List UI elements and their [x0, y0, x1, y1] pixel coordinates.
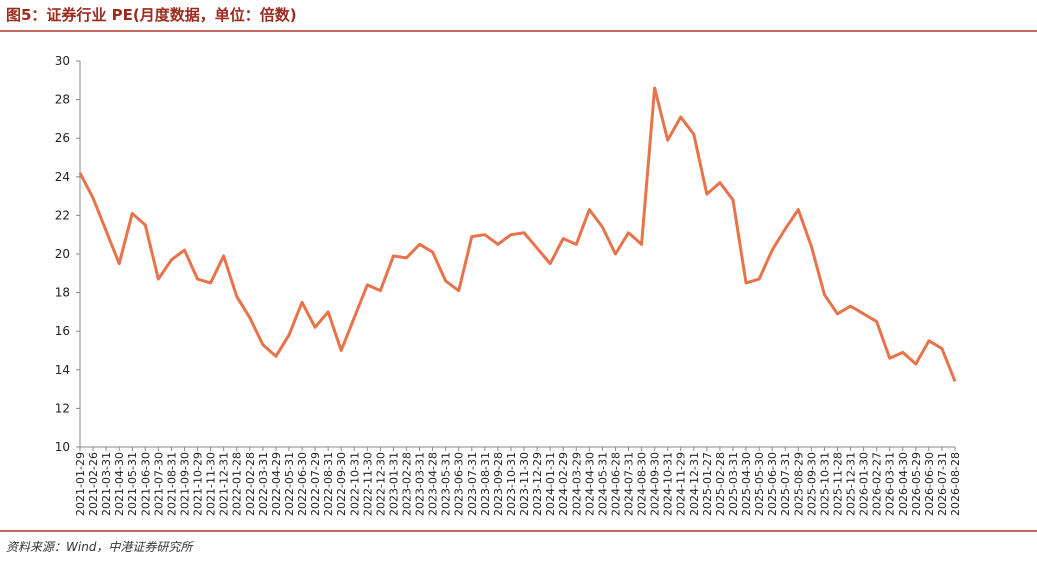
x-tick-label: 2021-09-30: [178, 452, 191, 516]
x-tick-label: 2022-06-30: [296, 452, 309, 516]
x-tick-label: 2023-10-31: [505, 452, 518, 516]
x-tick-label: 2021-01-29: [74, 452, 87, 516]
x-tick-label: 2025-02-28: [714, 452, 727, 516]
x-tick-label: 2024-03-29: [570, 452, 583, 516]
x-tick-label: 2023-04-28: [427, 452, 440, 516]
y-tick-label: 30: [55, 54, 70, 68]
x-tick-label: 2022-12-30: [374, 452, 387, 516]
x-tick-label: 2026-08-28: [949, 452, 962, 516]
x-tick-label: 2021-05-31: [126, 452, 139, 516]
y-tick-label: 12: [55, 401, 70, 415]
x-tick-label: 2026-01-30: [858, 452, 871, 516]
x-tick-label: 2022-08-31: [322, 452, 335, 516]
x-tick-label: 2026-04-30: [897, 452, 910, 516]
x-tick-label: 2024-12-31: [688, 452, 701, 516]
x-tick-label: 2021-03-31: [100, 452, 113, 516]
x-tick-label: 2025-08-29: [792, 452, 805, 516]
x-tick-label: 2026-06-30: [923, 452, 936, 516]
x-tick-label: 2023-05-31: [440, 452, 453, 516]
x-tick-label: 2023-01-31: [387, 452, 400, 516]
x-tick-label: 2023-09-28: [492, 452, 505, 516]
x-tick-label: 2025-12-31: [845, 452, 858, 516]
x-tick-label: 2022-07-29: [309, 452, 322, 516]
x-tick-label: 2025-05-30: [753, 452, 766, 516]
x-tick-label: 2022-02-28: [244, 452, 257, 516]
x-tick-label: 2022-01-28: [231, 452, 244, 516]
x-tick-label: 2023-02-28: [400, 452, 413, 516]
x-tick-label: 2025-01-27: [701, 452, 714, 516]
x-tick-label: 2024-07-31: [623, 452, 636, 516]
x-tick-label: 2024-02-29: [557, 452, 570, 516]
x-tick-label: 2025-07-31: [779, 452, 792, 516]
x-tick-label: 2026-02-27: [871, 452, 884, 516]
x-tick-label: 2021-02-26: [87, 452, 100, 516]
x-tick-label: 2025-09-30: [805, 452, 818, 516]
x-tick-label: 2023-07-31: [466, 452, 479, 516]
x-tick-label: 2021-06-30: [139, 452, 152, 516]
x-tick-label: 2026-05-29: [910, 452, 923, 516]
x-tick-label: 2025-11-28: [831, 452, 844, 516]
x-tick-label: 2023-11-30: [518, 452, 531, 516]
chart-title: 图5：证券行业 PE(月度数据，单位：倍数): [6, 6, 297, 24]
y-tick-label: 16: [55, 324, 70, 338]
x-tick-label: 2024-08-30: [636, 452, 649, 516]
source-note: 资料来源：Wind，中港证券研究所: [6, 540, 194, 554]
x-tick-label: 2024-05-31: [596, 452, 609, 516]
y-tick-label: 26: [55, 131, 70, 145]
x-tick-label: 2026-03-31: [884, 452, 897, 516]
x-tick-label: 2023-03-31: [414, 452, 427, 516]
x-tick-label: 2024-10-31: [662, 452, 675, 516]
x-tick-label: 2023-06-30: [453, 452, 466, 516]
y-tick-label: 28: [55, 93, 70, 107]
x-tick-label: 2022-03-31: [257, 452, 270, 516]
x-tick-label: 2021-07-30: [152, 452, 165, 516]
x-tick-label: 2021-11-30: [205, 452, 218, 516]
x-tick-label: 2025-04-30: [740, 452, 753, 516]
x-tick-label: 2024-06-28: [609, 452, 622, 516]
x-tick-label: 2023-12-29: [531, 452, 544, 516]
data-line: [78, 86, 957, 382]
x-tick-label: 2024-04-30: [583, 452, 596, 516]
x-tick-label: 2022-04-29: [270, 452, 283, 516]
x-tick-label: 2024-11-29: [675, 452, 688, 516]
y-tick-label: 18: [55, 286, 70, 300]
x-tick-label: 2022-05-31: [283, 452, 296, 516]
y-tick-label: 14: [55, 363, 70, 377]
x-tick-label: 2025-10-31: [818, 452, 831, 516]
x-tick-label: 2025-03-31: [727, 452, 740, 516]
y-tick-label: 20: [55, 247, 70, 261]
x-tick-label: 2021-12-31: [218, 452, 231, 516]
x-tick-label: 2022-09-30: [335, 452, 348, 516]
x-tick-label: 2021-10-29: [192, 452, 205, 516]
x-tick-label: 2024-09-30: [649, 452, 662, 516]
x-tick-label: 2026-07-31: [936, 452, 949, 516]
y-tick-label: 24: [55, 170, 70, 184]
y-tick-label: 22: [55, 208, 70, 222]
x-tick-label: 2025-06-30: [766, 452, 779, 516]
x-tick-label: 2023-08-31: [479, 452, 492, 516]
x-tick-label: 2024-01-31: [544, 452, 557, 516]
x-tick-label: 2022-10-31: [348, 452, 361, 516]
y-tick-label: 10: [55, 440, 70, 454]
x-tick-label: 2021-08-31: [165, 452, 178, 516]
x-tick-label: 2021-04-30: [113, 452, 126, 516]
x-tick-label: 2022-11-30: [361, 452, 374, 516]
